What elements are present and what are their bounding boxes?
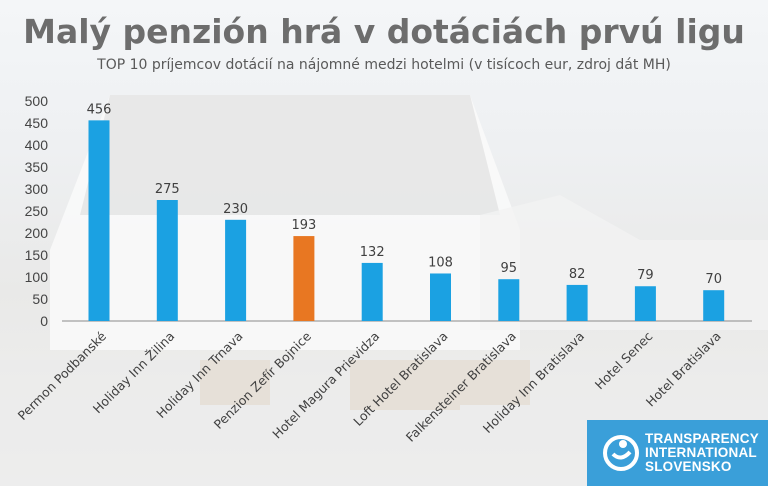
y-tick-label: 200: [25, 225, 49, 241]
y-tick-label: 450: [25, 115, 49, 131]
data-label: 132: [360, 245, 385, 260]
bar: [566, 284, 588, 321]
data-label: 108: [428, 255, 453, 270]
transparency-logo: TRANSPARENCY INTERNATIONAL SLOVENSKO: [587, 420, 768, 486]
logo-emblem-icon: [603, 435, 639, 471]
bar: [634, 286, 656, 321]
data-label: 70: [705, 272, 722, 287]
logo-line: SLOVENSKO: [645, 459, 732, 474]
logo-line: INTERNATIONAL: [645, 445, 757, 460]
y-tick-label: 300: [25, 181, 49, 197]
data-label: 275: [155, 182, 180, 197]
y-tick-label: 500: [25, 93, 49, 109]
data-label: 193: [291, 218, 316, 233]
bar: [703, 290, 725, 321]
y-tick-label: 150: [25, 247, 49, 263]
bar: [361, 262, 383, 321]
data-label: 95: [501, 261, 518, 276]
y-tick-label: 50: [32, 291, 48, 307]
y-tick-label: 400: [25, 137, 49, 153]
chart-title: Malý penzión hrá v dotáciách prvú ligu: [23, 12, 745, 51]
bar: [430, 273, 451, 321]
y-tick-label: 0: [40, 313, 48, 329]
bar: [498, 279, 520, 321]
x-tick-label: Hotel Senec: [592, 328, 656, 392]
bar: [225, 219, 247, 321]
y-tick-label: 100: [25, 269, 49, 285]
x-tick-label: Hotel Bratislava: [643, 329, 724, 410]
y-tick-label: 350: [25, 159, 49, 175]
data-label: 230: [223, 202, 248, 217]
data-label: 82: [569, 267, 586, 282]
logo-line: TRANSPARENCY: [645, 431, 759, 446]
data-label: 456: [87, 102, 112, 117]
bar: [156, 200, 178, 321]
bar: [293, 236, 315, 321]
x-tick-label: Falkensteiner Bratislava: [403, 329, 519, 445]
bar: [88, 120, 110, 321]
chart-subtitle: TOP 10 príjemcov dotácií na nájomné medz…: [97, 57, 671, 73]
data-label: 79: [637, 268, 654, 283]
y-tick-label: 250: [25, 203, 49, 219]
